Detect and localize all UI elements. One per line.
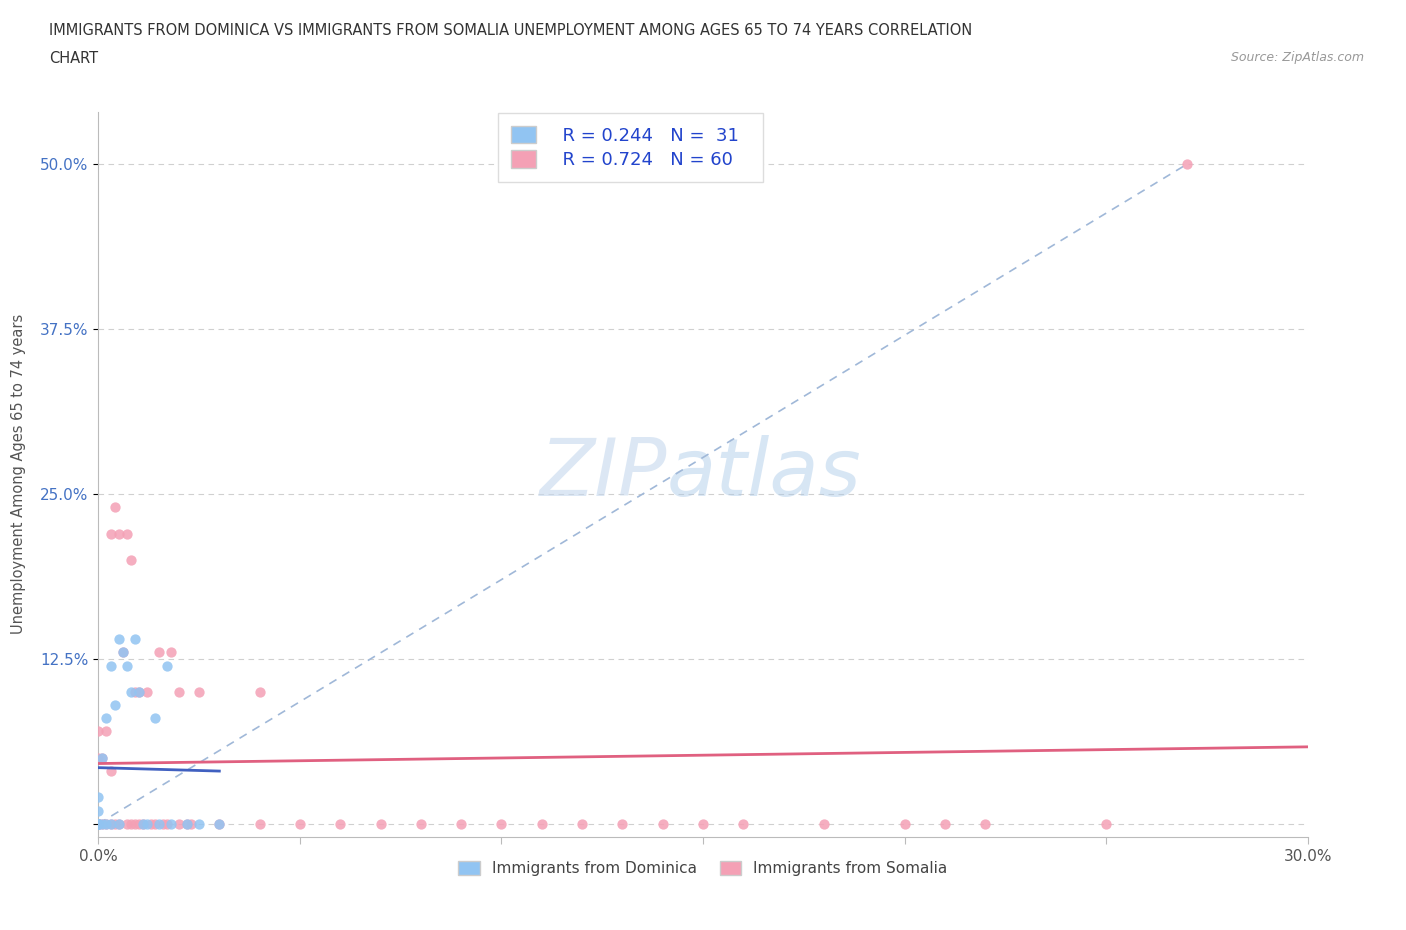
Text: atlas: atlas bbox=[666, 435, 862, 513]
Point bbox=[188, 684, 211, 699]
Text: CHART: CHART bbox=[49, 51, 98, 66]
Point bbox=[107, 817, 129, 831]
Point bbox=[96, 711, 118, 725]
Point bbox=[692, 817, 714, 831]
Point bbox=[450, 817, 472, 831]
Point bbox=[1175, 157, 1198, 172]
Point bbox=[180, 817, 202, 831]
Point bbox=[111, 644, 134, 659]
Point bbox=[571, 817, 593, 831]
Point bbox=[329, 817, 352, 831]
Point bbox=[120, 552, 142, 567]
Point bbox=[135, 817, 157, 831]
Point bbox=[87, 751, 110, 765]
Point bbox=[152, 817, 174, 831]
Point bbox=[91, 817, 114, 831]
Point bbox=[103, 698, 125, 712]
Point bbox=[249, 684, 271, 699]
Point bbox=[87, 817, 110, 831]
Point bbox=[148, 644, 170, 659]
Point bbox=[115, 817, 138, 831]
Legend: Immigrants from Dominica, Immigrants from Somalia: Immigrants from Dominica, Immigrants fro… bbox=[451, 854, 955, 883]
Point bbox=[87, 817, 110, 831]
Point bbox=[128, 684, 150, 699]
Point bbox=[87, 817, 110, 831]
Point bbox=[107, 526, 129, 541]
Point bbox=[111, 644, 134, 659]
Point bbox=[208, 817, 231, 831]
Point bbox=[893, 817, 915, 831]
Point bbox=[934, 817, 956, 831]
Point bbox=[409, 817, 432, 831]
Point bbox=[87, 817, 110, 831]
Point bbox=[651, 817, 673, 831]
Point bbox=[249, 817, 271, 831]
Point bbox=[87, 817, 110, 831]
Text: IMMIGRANTS FROM DOMINICA VS IMMIGRANTS FROM SOMALIA UNEMPLOYMENT AMONG AGES 65 T: IMMIGRANTS FROM DOMINICA VS IMMIGRANTS F… bbox=[49, 23, 973, 38]
Point bbox=[135, 684, 157, 699]
Point bbox=[288, 817, 311, 831]
Point bbox=[100, 764, 122, 778]
Point bbox=[128, 684, 150, 699]
Text: Source: ZipAtlas.com: Source: ZipAtlas.com bbox=[1230, 51, 1364, 64]
Point bbox=[100, 817, 122, 831]
Point bbox=[91, 751, 114, 765]
Point bbox=[87, 817, 110, 831]
Point bbox=[87, 817, 110, 831]
Point bbox=[120, 684, 142, 699]
Point bbox=[139, 817, 162, 831]
Point bbox=[96, 817, 118, 831]
Point bbox=[96, 817, 118, 831]
Point bbox=[100, 658, 122, 673]
Point bbox=[87, 790, 110, 804]
Point bbox=[530, 817, 553, 831]
Point bbox=[87, 817, 110, 831]
Point bbox=[160, 817, 183, 831]
Point bbox=[87, 817, 110, 831]
Point bbox=[124, 817, 146, 831]
Point bbox=[160, 644, 183, 659]
Point bbox=[491, 817, 513, 831]
Point bbox=[120, 817, 142, 831]
Point bbox=[128, 817, 150, 831]
Point bbox=[143, 711, 166, 725]
Point bbox=[143, 817, 166, 831]
Point bbox=[124, 631, 146, 646]
Point bbox=[124, 684, 146, 699]
Point bbox=[87, 724, 110, 739]
Point bbox=[156, 658, 179, 673]
Point bbox=[208, 817, 231, 831]
Point bbox=[156, 817, 179, 831]
Point bbox=[132, 817, 155, 831]
Point bbox=[96, 724, 118, 739]
Point bbox=[167, 817, 190, 831]
Point bbox=[103, 817, 125, 831]
Point bbox=[974, 817, 997, 831]
Point bbox=[87, 817, 110, 831]
Point bbox=[167, 684, 190, 699]
Point bbox=[115, 658, 138, 673]
Point bbox=[813, 817, 835, 831]
Point bbox=[107, 817, 129, 831]
Point bbox=[91, 817, 114, 831]
Point bbox=[115, 526, 138, 541]
Point bbox=[188, 817, 211, 831]
Point bbox=[733, 817, 755, 831]
Point bbox=[370, 817, 392, 831]
Point bbox=[612, 817, 634, 831]
Point bbox=[87, 804, 110, 818]
Text: ZIP: ZIP bbox=[540, 435, 666, 513]
Point bbox=[1095, 817, 1118, 831]
Point bbox=[100, 817, 122, 831]
Point bbox=[176, 817, 198, 831]
Point bbox=[107, 631, 129, 646]
Y-axis label: Unemployment Among Ages 65 to 74 years: Unemployment Among Ages 65 to 74 years bbox=[11, 314, 27, 634]
Point bbox=[176, 817, 198, 831]
Point bbox=[132, 817, 155, 831]
Point bbox=[148, 817, 170, 831]
Point bbox=[103, 499, 125, 514]
Point bbox=[91, 751, 114, 765]
Point bbox=[100, 526, 122, 541]
